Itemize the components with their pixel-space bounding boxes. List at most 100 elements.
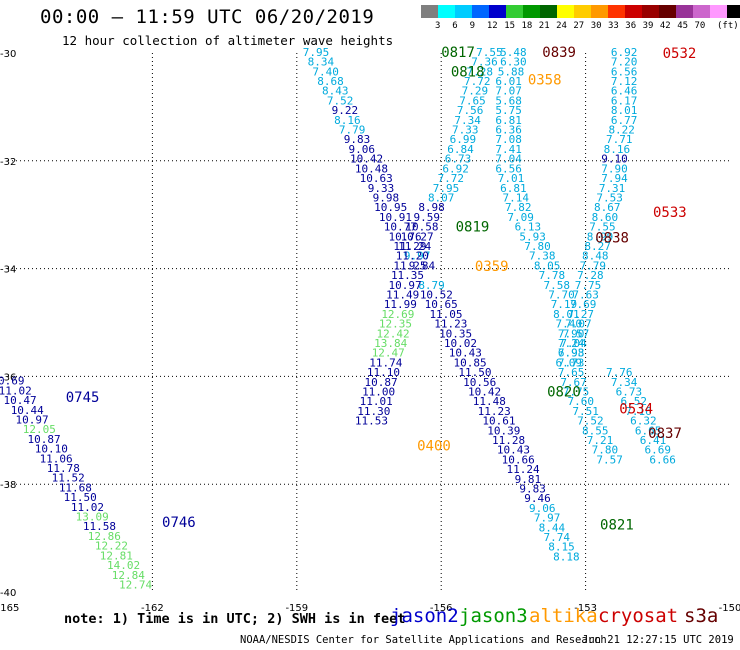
wave-height-label: 7.04	[560, 337, 587, 350]
wave-height-label: 7.95	[303, 46, 330, 59]
pass-time-label: 0533	[653, 205, 687, 221]
wave-height-label: 7.31	[599, 182, 626, 195]
wave-height-label: 9.59	[414, 211, 441, 224]
wave-height-label: 11.24	[506, 463, 539, 476]
wave-height-label: 7.24	[558, 337, 585, 350]
wave-height-label: 9.22	[332, 104, 359, 117]
wave-height-label: 6.13	[515, 221, 542, 234]
color-bar-swatch	[506, 5, 523, 18]
wave-height-label: 13.84	[374, 337, 407, 350]
wave-height-label: 6.92	[611, 46, 638, 59]
wave-height-label: 6.41	[640, 434, 667, 447]
wave-height-label: 10.10	[35, 443, 68, 456]
pass-time-label: 0821	[600, 518, 634, 534]
wave-height-label: 9.83	[519, 483, 546, 496]
pass-time-label: 0817	[441, 45, 475, 61]
wave-height-label: 9.33	[368, 182, 395, 195]
wave-height-label: 11.58	[83, 520, 116, 533]
wave-height-label: 7.55	[476, 46, 503, 59]
pass-time-label: 0819	[456, 220, 490, 236]
pass-time-label: 0820	[547, 384, 581, 400]
wave-height-label: 10.91	[379, 211, 412, 224]
wave-height-label: 10.76	[389, 230, 422, 243]
wave-height-label: 7.57	[563, 327, 590, 340]
wave-height-label: 6.84	[447, 143, 474, 156]
wave-height-label: 10.27	[401, 230, 434, 243]
pass-time-label: 0359	[475, 259, 509, 275]
wave-height-label: 10.61	[482, 415, 515, 428]
color-bar-swatch	[642, 5, 659, 18]
wave-height-label: 12.74	[119, 578, 152, 591]
wave-height-label: 7.33	[452, 124, 479, 137]
wave-height-label: 7.73	[558, 356, 585, 369]
color-bar-label: 36	[625, 21, 637, 31]
wave-height-label: 10.63	[360, 172, 393, 185]
wave-height-label: 6.66	[649, 453, 676, 466]
pass-time-label: 0534	[619, 402, 653, 418]
wave-height-label: 10.42	[468, 385, 501, 398]
wave-height-label: 7.90	[558, 327, 585, 340]
color-bar-label: 30	[590, 21, 602, 31]
wave-height-label: 11.49	[386, 288, 419, 301]
wave-height-label: 8.18	[553, 550, 580, 563]
wave-height-label: 8.68	[317, 75, 344, 88]
color-bar-swatch	[676, 5, 693, 18]
wave-height-label: 8.34	[308, 56, 335, 69]
wave-height-label: 7.72	[438, 172, 465, 185]
wave-height-label: 10.97	[389, 279, 422, 292]
wave-height-label: 8.98	[418, 201, 445, 214]
color-bar-label: 18	[521, 21, 533, 31]
wave-height-label: 11.23	[434, 318, 467, 331]
wave-height-label: 7.79	[580, 259, 607, 272]
wave-height-label: 7.41	[495, 143, 522, 156]
wave-height-label: 6.56	[495, 162, 522, 175]
wave-height-label: 7.09	[507, 211, 534, 224]
wave-height-label: 10.39	[487, 424, 520, 437]
wave-height-label: 10.02	[444, 337, 477, 350]
wave-height-label: 9.84	[409, 259, 436, 272]
chart-subtitle: 12 hour collection of altimeter wave hei…	[62, 33, 394, 48]
color-bar-label: 3	[435, 21, 441, 31]
color-bar-swatch	[472, 5, 489, 18]
wave-height-label: 8.01	[611, 104, 638, 117]
wave-height-label: 11.23	[478, 405, 511, 418]
color-bar-label: 39	[642, 21, 654, 31]
wave-height-label: 8.99	[587, 230, 614, 243]
color-bar-swatch	[710, 5, 727, 18]
legend-jason3: jason3	[459, 605, 528, 627]
wave-height-label: 8.48	[582, 250, 609, 263]
pass-time-label: 0358	[528, 72, 562, 88]
color-bar-swatch	[455, 5, 472, 18]
wave-height-label: 11.68	[59, 481, 92, 494]
wave-height-label: 7.07	[565, 318, 592, 331]
x-tick-label: -153	[574, 603, 597, 614]
wave-height-label: 7.58	[543, 279, 570, 292]
color-bar-label: 33	[608, 21, 619, 31]
wave-height-label: 5.75	[495, 104, 522, 117]
wave-height-label: 10.69	[0, 375, 25, 388]
wave-height-label: 11.06	[40, 452, 73, 465]
wave-height-label: 8.15	[548, 541, 575, 554]
x-tick-label: -156	[430, 603, 453, 614]
wave-height-label: 6.92	[442, 162, 469, 175]
wave-height-label: 7.40	[556, 318, 583, 331]
color-bar-swatch	[625, 5, 642, 18]
wave-height-label: 7.27	[568, 308, 595, 321]
color-bar-swatch	[659, 5, 676, 18]
legend-altika: altika	[529, 605, 598, 627]
wave-height-label: 6.73	[616, 385, 643, 398]
wave-height-label: 9.81	[515, 473, 542, 486]
wave-height-label: 10.97	[16, 414, 49, 427]
wave-height-label: 7.93	[558, 347, 585, 360]
wave-height-label: 8.60	[592, 211, 619, 224]
wave-height-label: 13.09	[76, 511, 109, 524]
wave-height-label: 7.65	[558, 366, 585, 379]
color-bar-label: 9	[469, 21, 476, 31]
wave-height-label: 8.05	[534, 259, 561, 272]
wave-height-label: 10.65	[425, 298, 458, 311]
pass-time-label: 0745	[66, 390, 100, 406]
wave-height-label: 7.69	[570, 298, 597, 311]
wave-height-label: 11.25	[393, 259, 426, 272]
wave-height-label: 11.00	[362, 385, 395, 398]
wave-height-label: 7.34	[454, 114, 481, 127]
